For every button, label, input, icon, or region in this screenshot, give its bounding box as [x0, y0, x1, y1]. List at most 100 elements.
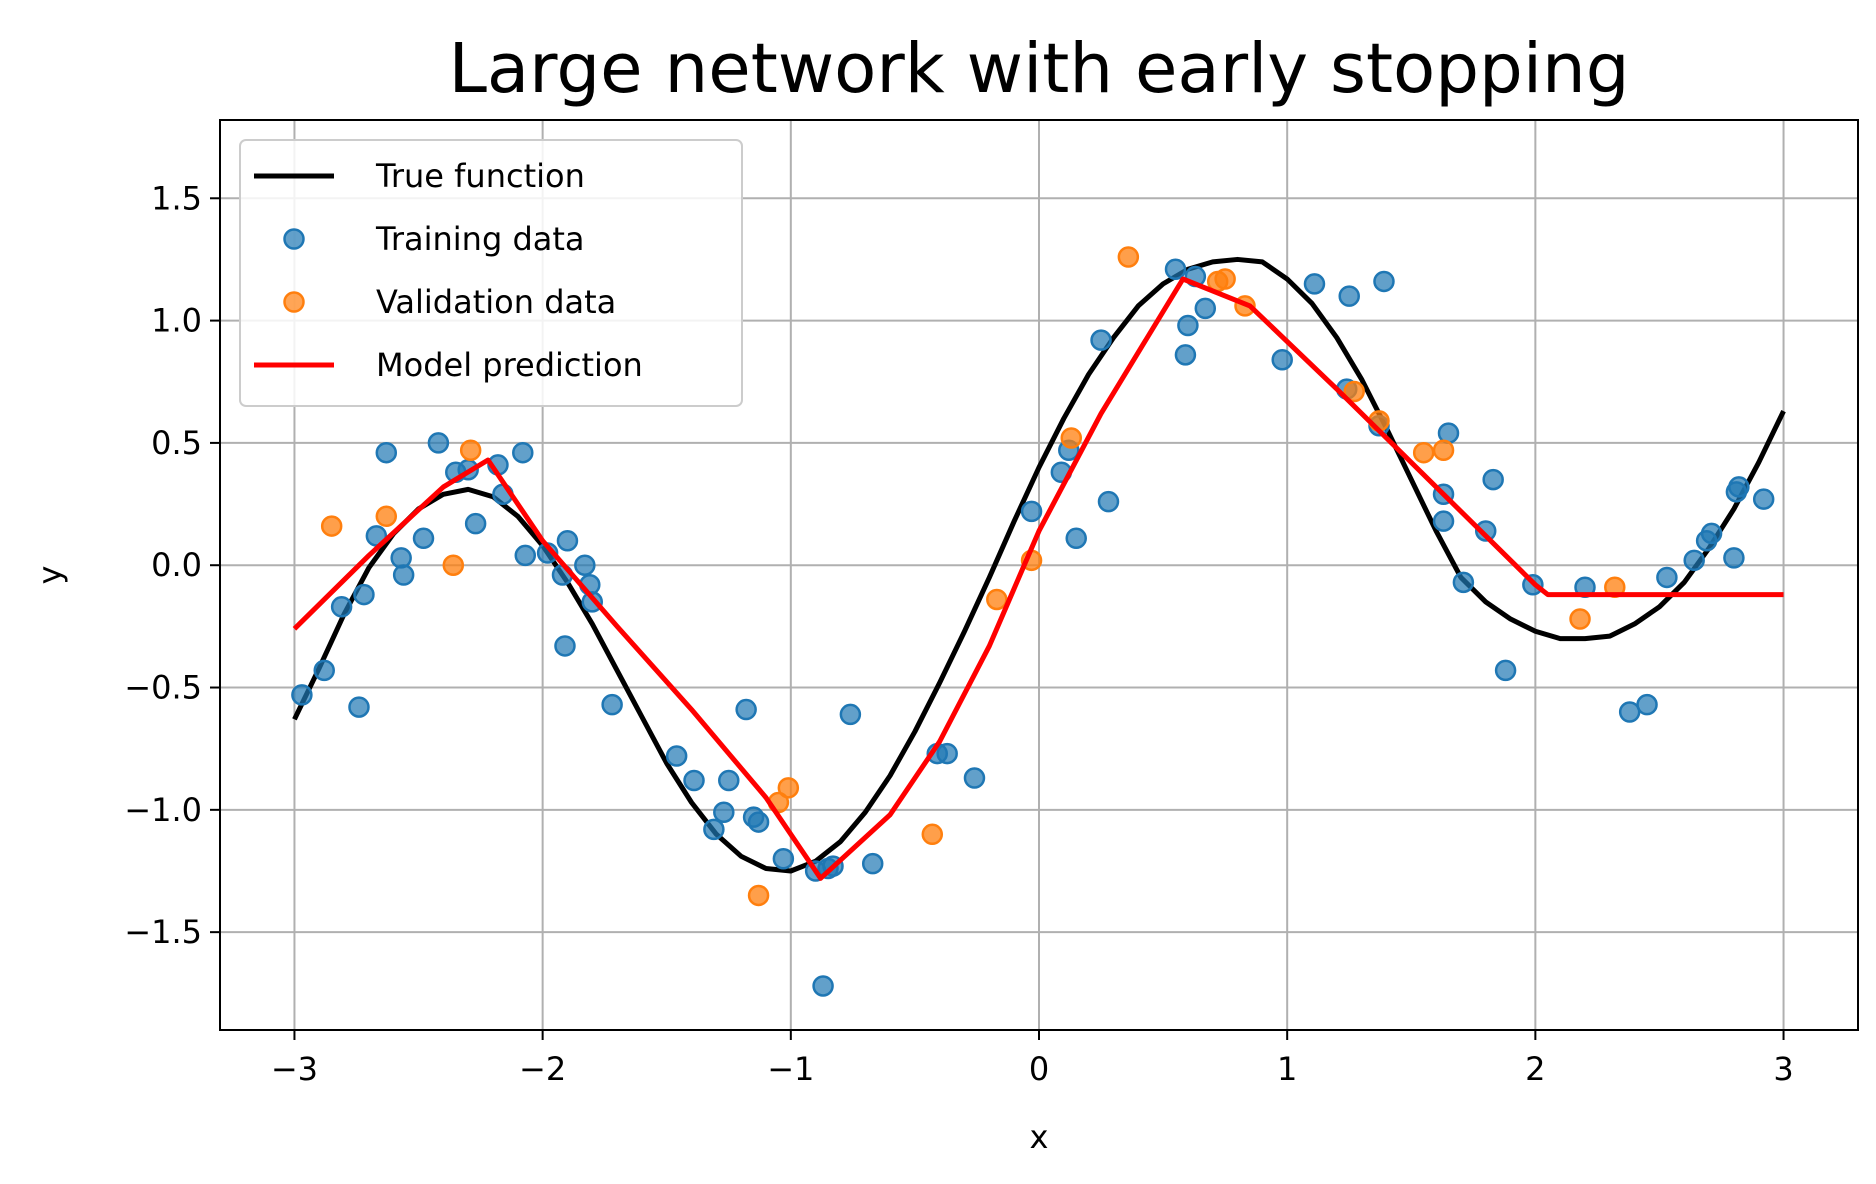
training-point	[683, 769, 705, 792]
x-tick-label: 1	[1277, 1050, 1297, 1088]
validation-point	[1060, 427, 1083, 449]
training-point	[747, 811, 770, 833]
validation-point	[375, 505, 398, 528]
training-point	[1090, 329, 1112, 351]
validation-point	[986, 588, 1008, 611]
validation-point	[1569, 608, 1591, 630]
training-point	[861, 852, 884, 875]
legend-dot-swatch	[283, 291, 305, 313]
validation-point	[442, 554, 465, 576]
y-tick-label: −1.5	[124, 913, 202, 951]
y-tick-label: 0.0	[151, 546, 202, 584]
training-point	[1338, 285, 1360, 307]
training-point	[330, 596, 353, 618]
x-tick-label: −3	[271, 1050, 318, 1088]
x-axis-label: x	[1030, 1118, 1049, 1156]
y-tick-label: 1.0	[151, 302, 202, 340]
training-point	[1474, 520, 1497, 542]
x-tick-label: −1	[767, 1050, 814, 1088]
training-point	[427, 432, 450, 454]
training-point	[1752, 488, 1775, 510]
validation-point	[777, 777, 800, 799]
training-point	[665, 745, 688, 767]
x-tick-label: −2	[519, 1050, 566, 1088]
training-point	[1494, 659, 1517, 682]
training-point	[1452, 571, 1475, 594]
training-point	[574, 554, 596, 576]
training-point	[839, 703, 862, 726]
training-point	[1432, 510, 1455, 532]
series-validation-data	[320, 246, 1626, 907]
training-point	[554, 635, 576, 657]
series-model-prediction	[292, 276, 1784, 881]
validation-point	[1412, 441, 1435, 464]
training-point	[464, 512, 487, 535]
training-point	[1097, 490, 1120, 513]
training-point	[313, 659, 335, 682]
training-point	[412, 527, 435, 550]
training-point	[1636, 693, 1658, 716]
training-point	[353, 583, 375, 606]
training-point	[556, 530, 579, 552]
legend-dot-swatch	[283, 228, 305, 250]
training-point	[1373, 270, 1395, 293]
legend: True function Training data Validation dat…	[239, 139, 743, 407]
training-point	[1177, 314, 1199, 337]
training-point	[713, 801, 735, 824]
training-point	[1303, 273, 1326, 295]
training-point	[1683, 549, 1705, 572]
training-point	[1618, 701, 1641, 723]
training-point	[812, 975, 834, 997]
training-point	[601, 693, 623, 716]
training-point	[1728, 476, 1750, 498]
training-point	[512, 441, 534, 464]
training-point	[1656, 566, 1678, 589]
training-point	[375, 441, 398, 464]
validation-point	[1343, 380, 1365, 403]
validation-point	[1432, 439, 1455, 461]
y-tick-label: −0.5	[124, 669, 202, 707]
training-point	[772, 848, 795, 870]
legend-box	[239, 139, 743, 407]
training-point	[1700, 522, 1723, 545]
training-point	[390, 547, 412, 569]
x-tick-label: 2	[1525, 1050, 1545, 1088]
y-tick-label: 0.5	[151, 424, 202, 462]
training-point	[291, 684, 313, 706]
y-tick-label: 1.5	[151, 179, 202, 217]
legend-label: Training data	[375, 220, 585, 258]
model-prediction-line	[292, 276, 1784, 881]
validation-point	[459, 439, 482, 461]
validation-point	[1117, 246, 1140, 268]
legend-label: True function	[375, 157, 585, 195]
training-point	[1164, 258, 1187, 280]
training-point	[963, 767, 986, 789]
x-tick-label: 0	[1029, 1050, 1049, 1088]
training-point	[735, 698, 757, 721]
axis-ticks: −3 −2 −1 0 1 2 3 −1.5 −1.0 −0.5 0.0 0.5 1.0 1.5	[124, 179, 1793, 1088]
validation-point	[747, 884, 770, 907]
training-point	[936, 742, 958, 765]
validation-point	[1214, 268, 1236, 290]
chart-title: Large network with early stopping	[448, 29, 1629, 109]
training-point	[1174, 344, 1197, 366]
training-point	[1482, 468, 1504, 491]
legend-label: Model prediction	[376, 346, 643, 384]
y-axis-label: y	[31, 566, 69, 585]
training-point	[1065, 527, 1087, 550]
validation-point	[320, 515, 343, 537]
training-point	[1271, 348, 1293, 371]
training-point	[514, 544, 537, 567]
legend-label: Validation data	[376, 283, 616, 321]
y-tick-label: −1.0	[124, 791, 202, 829]
training-point	[703, 818, 725, 841]
training-point	[348, 696, 370, 718]
training-point	[718, 769, 740, 792]
training-point	[392, 564, 415, 586]
validation-point	[921, 823, 944, 846]
training-point	[1194, 297, 1217, 320]
training-point	[1723, 547, 1745, 569]
training-point	[1020, 500, 1043, 523]
x-tick-label: 3	[1773, 1050, 1793, 1088]
